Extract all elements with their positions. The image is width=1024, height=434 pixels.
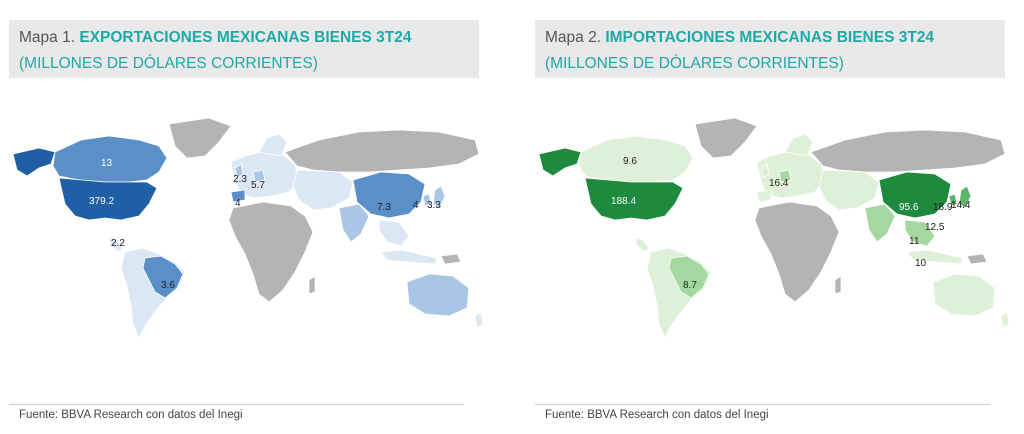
spain	[230, 189, 246, 203]
imports-title: Mapa 2. IMPORTACIONES MEXICANAS BIENES 3…	[545, 29, 934, 47]
label-usa: 188.4	[611, 196, 636, 207]
canada	[52, 135, 168, 183]
exports-map-panel: Mapa 1. EXPORTACIONES MEXICANAS BIENES 3…	[9, 0, 489, 434]
label-germany: 5.7	[251, 180, 265, 191]
brazil	[142, 255, 184, 299]
canada	[578, 135, 694, 183]
indonesia	[906, 249, 964, 265]
germany	[778, 169, 792, 183]
exports-map-number: Mapa 1.	[19, 29, 76, 46]
exports-world-map: 13 379.2 2.2 3.6 2.3 5.7 4 7.3 4 3.3	[12, 117, 484, 339]
brazil	[668, 255, 710, 299]
label-korea: 4	[413, 200, 419, 211]
russia	[810, 129, 1006, 173]
imports-map-number: Mapa 2.	[545, 29, 602, 46]
label-brazil: 8.7	[683, 280, 697, 291]
exports-title-box: Mapa 1. EXPORTACIONES MEXICANAS BIENES 3…	[9, 20, 479, 78]
label-spain: 4	[235, 198, 241, 209]
scandinavia	[784, 133, 814, 157]
imports-map-title: IMPORTACIONES MEXICANAS BIENES 3T24	[605, 29, 935, 46]
central-asia	[818, 169, 880, 211]
label-brazil: 3.6	[161, 280, 175, 291]
alaska	[538, 147, 582, 177]
korea	[948, 193, 958, 207]
china	[878, 171, 952, 219]
germany	[252, 169, 266, 183]
exports-source-divider	[9, 404, 464, 405]
mexico	[74, 217, 114, 239]
imports-title-box: Mapa 2. IMPORTACIONES MEXICANAS BIENES 3…	[535, 20, 1005, 78]
central-america	[634, 237, 650, 253]
exports-title: Mapa 1. EXPORTACIONES MEXICANAS BIENES 3…	[19, 29, 412, 47]
new-zealand	[474, 311, 484, 329]
korea	[422, 193, 432, 207]
china	[352, 171, 426, 219]
madagascar	[834, 275, 842, 295]
imports-map-subtitle: (MILLONES DE DÓLARES CORRIENTES)	[545, 55, 844, 72]
papua	[966, 253, 988, 265]
spain	[756, 189, 772, 203]
label-china: 95.6	[899, 202, 919, 213]
scandinavia	[258, 133, 288, 157]
label-korea: 18.9	[933, 202, 953, 213]
indonesia	[380, 249, 438, 265]
southeast-asia	[904, 219, 936, 247]
label-vietnam: 11	[909, 236, 920, 247]
label-japan: 14.4	[951, 200, 971, 211]
uk	[760, 163, 770, 179]
label-china: 7.3	[377, 202, 391, 213]
label-central-america: 2.2	[111, 238, 125, 249]
imports-map-panel: Mapa 2. IMPORTACIONES MEXICANAS BIENES 3…	[535, 0, 1015, 434]
usa	[584, 177, 684, 221]
papua	[440, 253, 462, 265]
alaska	[12, 147, 56, 177]
label-canada: 13	[101, 158, 113, 169]
australia	[932, 273, 996, 317]
japan	[958, 185, 972, 209]
label-japan: 3.3	[427, 200, 441, 211]
madagascar	[308, 275, 316, 295]
india	[338, 203, 370, 243]
usa	[58, 177, 158, 221]
label-taiwan: 12.5	[925, 222, 945, 233]
label-uk: 2.3	[233, 174, 247, 185]
exports-map-title: EXPORTACIONES MEXICANAS BIENES 3T24	[79, 29, 412, 46]
uk	[234, 163, 244, 179]
label-usa: 379.2	[89, 196, 114, 207]
imports-source-divider	[535, 404, 990, 405]
central-america	[108, 237, 124, 253]
africa	[228, 201, 314, 303]
central-asia	[292, 169, 354, 211]
australia	[406, 273, 470, 317]
greenland	[168, 117, 232, 159]
label-canada: 9.6	[623, 156, 637, 167]
mexico	[600, 217, 640, 239]
exports-source: Fuente: BBVA Research con datos del Ineg…	[19, 409, 243, 421]
imports-source: Fuente: BBVA Research con datos del Ineg…	[545, 409, 769, 421]
exports-map-subtitle: (MILLONES DE DÓLARES CORRIENTES)	[19, 55, 318, 72]
southeast-asia	[378, 219, 410, 247]
imports-world-map: 9.6 188.4 8.7 16.4 95.6 18.9 14.4 12.5 1…	[538, 117, 1010, 339]
label-germany: 16.4	[769, 178, 789, 189]
greenland	[694, 117, 758, 159]
russia	[284, 129, 480, 173]
india	[864, 203, 896, 243]
africa	[754, 201, 840, 303]
new-zealand	[1000, 311, 1010, 329]
japan	[432, 185, 446, 209]
label-malaysia: 10	[915, 258, 927, 269]
